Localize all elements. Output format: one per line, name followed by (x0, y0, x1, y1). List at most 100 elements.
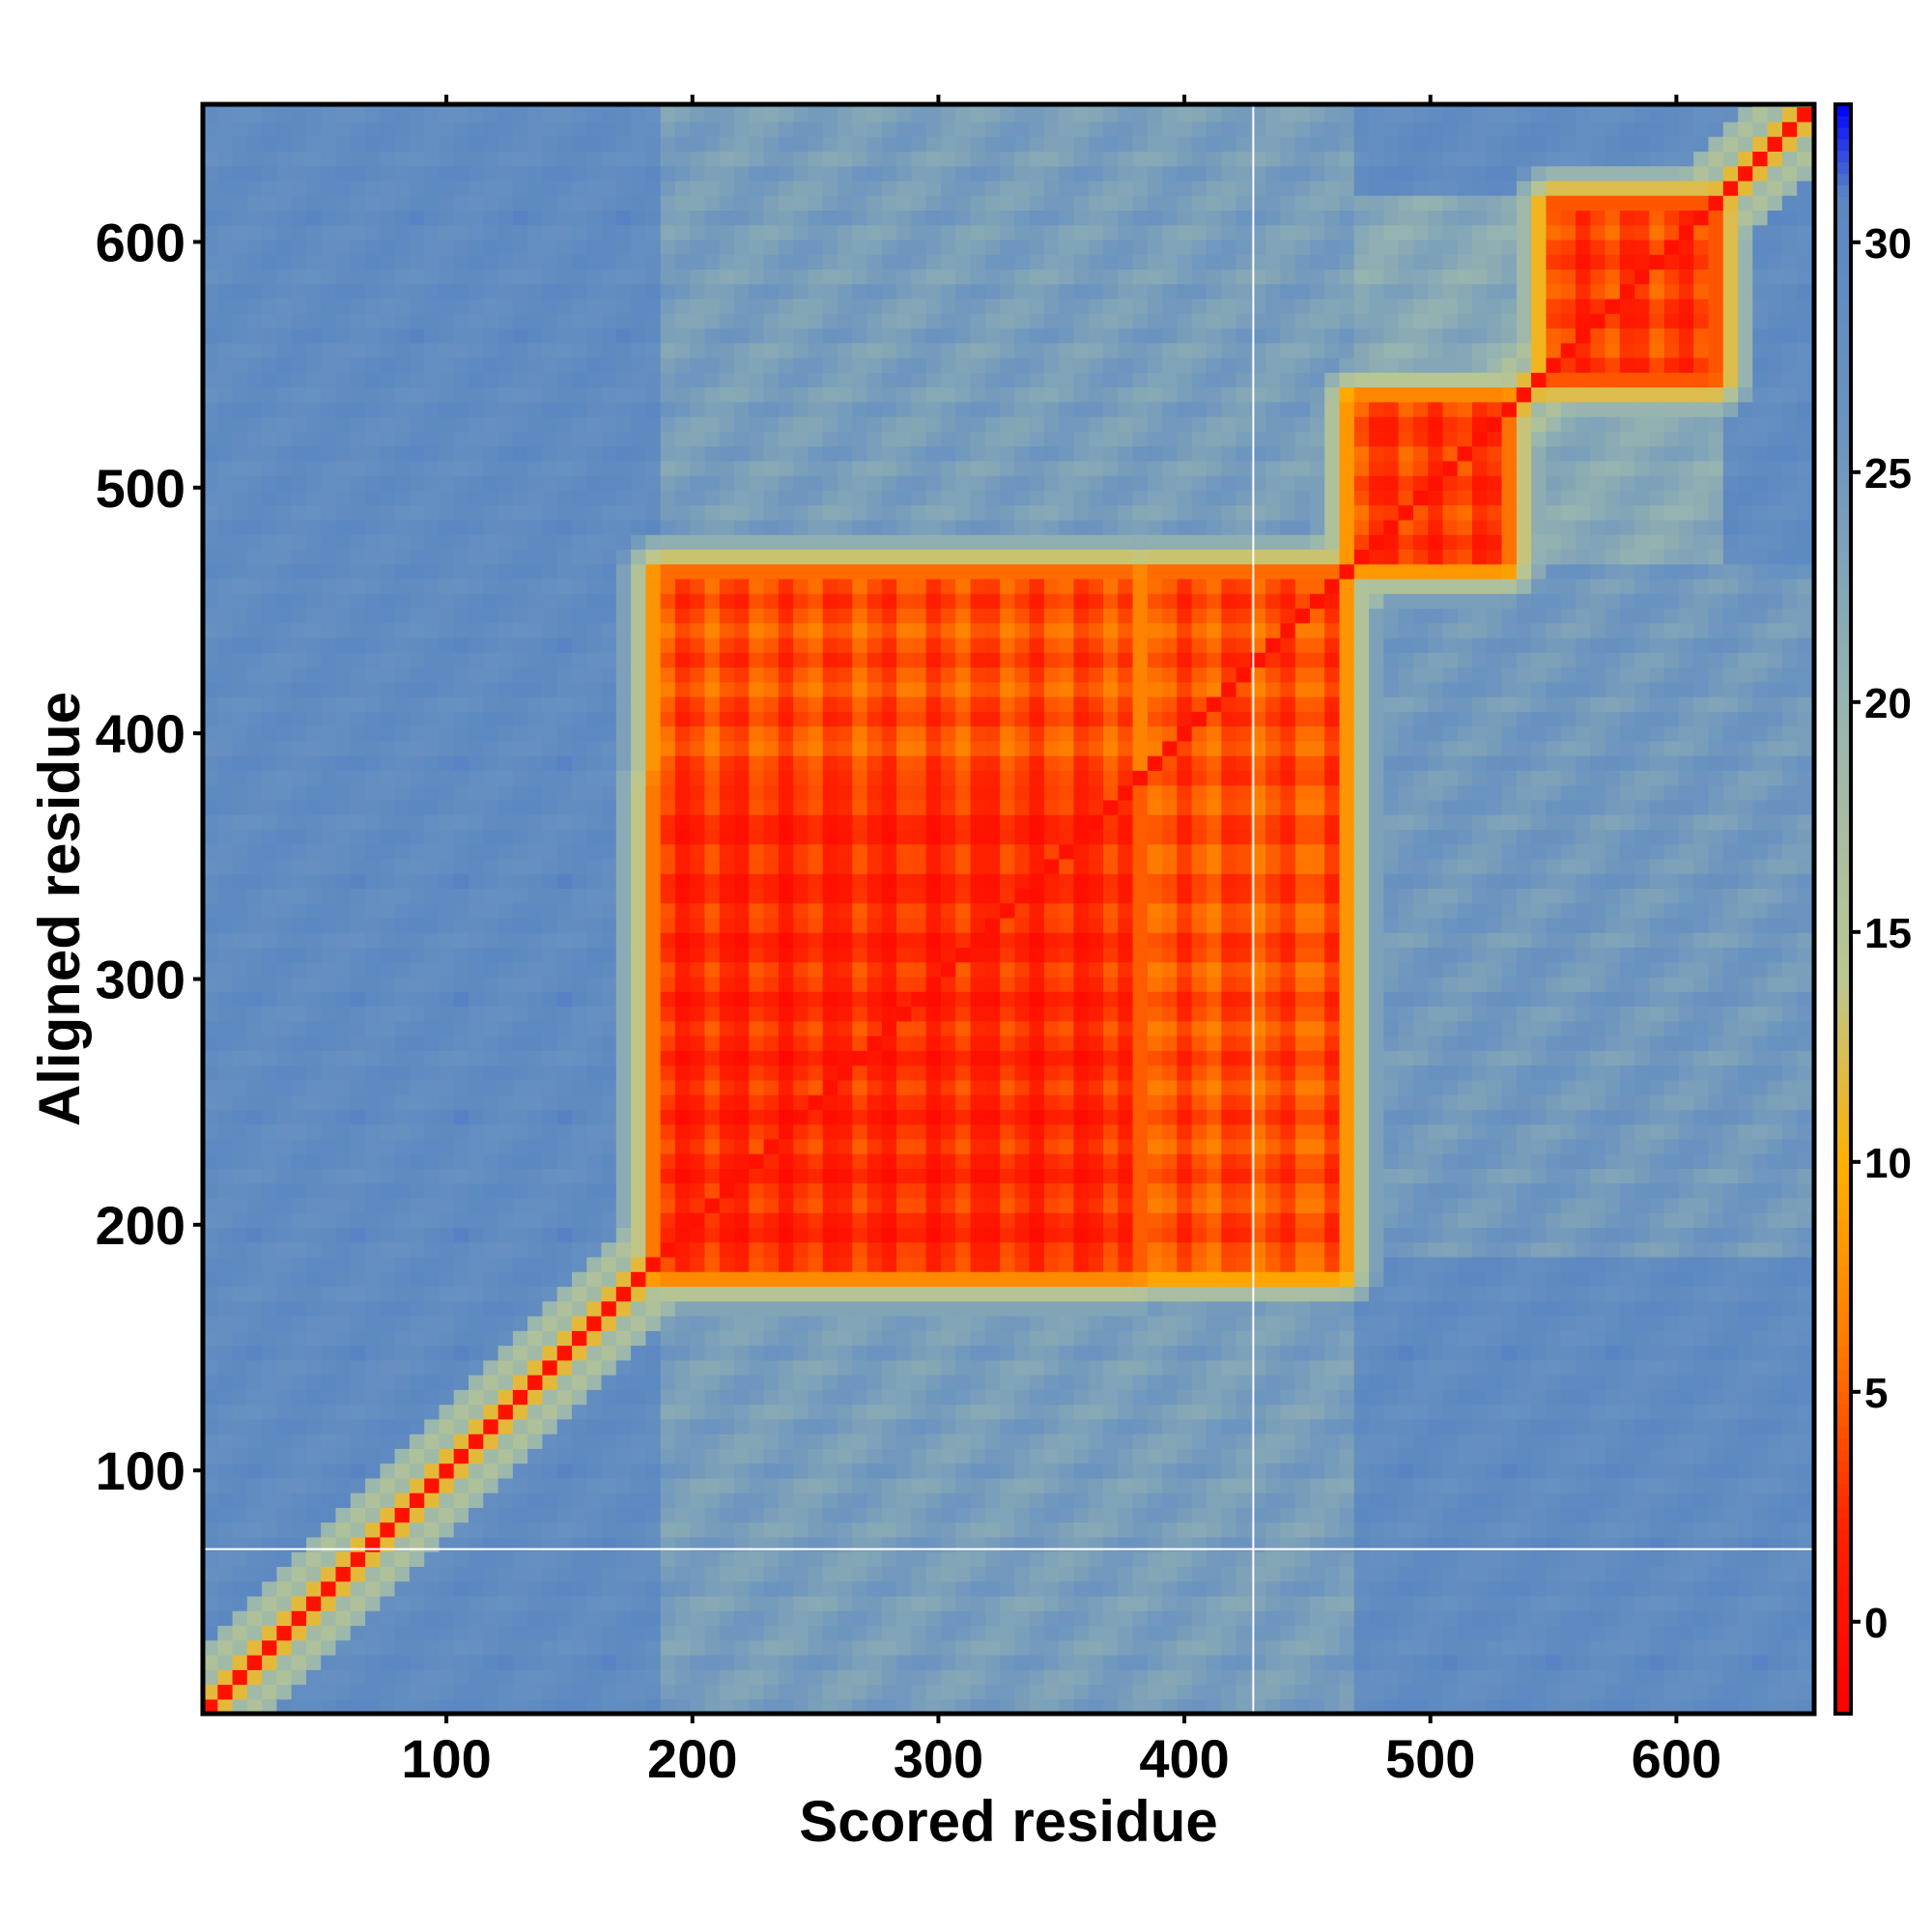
heatmap-cell (439, 1345, 455, 1361)
heatmap-cell (838, 1036, 853, 1051)
heatmap-cell (453, 1580, 469, 1597)
heatmap-cell (719, 1197, 735, 1213)
heatmap-cell (380, 372, 396, 388)
heatmap-cell (749, 829, 765, 845)
heatmap-cell (778, 858, 794, 874)
heatmap-cell (556, 136, 573, 152)
heatmap-cell (631, 961, 646, 978)
heatmap-cell (704, 1434, 721, 1449)
heatmap-cell (734, 327, 750, 344)
heatmap-cell (246, 1197, 263, 1213)
heatmap-cell (793, 1404, 810, 1420)
heatmap-cell (808, 1580, 824, 1597)
heatmap-cell (542, 725, 558, 742)
heatmap-cell (674, 1079, 691, 1095)
heatmap-cell (394, 1036, 411, 1051)
heatmap-cell (276, 563, 293, 580)
heatmap-cell (497, 858, 514, 874)
heatmap-cell (321, 1434, 337, 1449)
heatmap-cell (556, 622, 573, 639)
heatmap-cell (365, 902, 381, 919)
heatmap-cell (690, 165, 706, 182)
heatmap-cell (838, 180, 853, 196)
heatmap-cell (852, 652, 868, 668)
heatmap-cell (291, 932, 307, 949)
heatmap-cell (469, 1286, 484, 1302)
heatmap-cell (734, 725, 750, 742)
heatmap-cell (217, 1404, 234, 1420)
heatmap-cell (690, 136, 706, 152)
heatmap-cell (822, 1463, 838, 1479)
heatmap-cell (424, 681, 440, 697)
heatmap-cell (262, 1448, 277, 1464)
heatmap-cell (542, 1212, 558, 1228)
heatmap-cell (631, 1389, 646, 1406)
heatmap-cell (469, 1669, 484, 1686)
heatmap-cell (262, 578, 277, 594)
heatmap-cell (586, 1389, 603, 1406)
heatmap-cell (838, 549, 853, 565)
heatmap-cell (483, 652, 499, 668)
heatmap-cell (321, 136, 337, 152)
heatmap-cell (674, 1138, 691, 1154)
heatmap-cell (469, 1123, 484, 1140)
heatmap-cell (527, 1050, 543, 1066)
heatmap-cell (838, 210, 853, 226)
heatmap-cell (704, 1404, 721, 1420)
heatmap-cell (291, 947, 307, 963)
heatmap-cell (867, 1669, 883, 1686)
heatmap-cell (306, 1182, 322, 1199)
heatmap-cell (350, 637, 366, 653)
heatmap-cell (572, 740, 587, 756)
heatmap-cell (719, 932, 735, 949)
heatmap-cell (262, 1212, 277, 1228)
heatmap-cell (660, 593, 676, 610)
heatmap-cell (556, 195, 573, 211)
heatmap-cell (793, 1507, 810, 1523)
heatmap-cell (321, 445, 337, 462)
heatmap-cell (660, 1036, 676, 1051)
heatmap-cell (469, 1036, 484, 1051)
heatmap-cell (246, 784, 263, 801)
heatmap-cell (350, 917, 366, 933)
heatmap-cell (690, 1345, 706, 1361)
heatmap-cell (572, 1094, 587, 1110)
heatmap-cell (556, 372, 573, 388)
heatmap-cell (306, 1580, 322, 1597)
heatmap-cell (380, 1566, 396, 1582)
heatmap-cell (704, 1655, 721, 1670)
heatmap-cell (469, 1580, 484, 1597)
heatmap-cell (572, 1580, 587, 1597)
heatmap-cell (365, 1580, 381, 1597)
heatmap-cell (321, 372, 337, 388)
heatmap-cell (394, 519, 411, 535)
heatmap-cell (380, 1375, 396, 1390)
heatmap-cell (690, 1669, 706, 1686)
heatmap-cell (350, 372, 366, 388)
heatmap-cell (660, 1227, 676, 1243)
heatmap-cell (380, 829, 396, 845)
heatmap-cell (512, 549, 528, 565)
heatmap-cell (778, 725, 794, 742)
heatmap-cell (615, 1168, 632, 1184)
heatmap-cell (601, 504, 617, 521)
heatmap-cell (586, 681, 603, 697)
heatmap-cell (306, 1507, 322, 1523)
heatmap-cell (217, 843, 234, 860)
heatmap-cell (409, 961, 425, 978)
heatmap-cell (424, 858, 440, 874)
heatmap-cell (838, 667, 853, 683)
heatmap-cell (365, 976, 381, 992)
heatmap-cell (631, 1684, 646, 1700)
heatmap-cell (394, 814, 411, 830)
heatmap-cell (439, 210, 455, 226)
heatmap-cell (838, 1639, 853, 1656)
heatmap-cell (572, 667, 587, 683)
heatmap-cell (734, 593, 750, 610)
heatmap-cell (749, 1065, 765, 1081)
heatmap-cell (380, 1551, 396, 1567)
heatmap-cell (350, 431, 366, 447)
heatmap-cell (615, 239, 632, 255)
heatmap-cell (203, 1153, 218, 1169)
heatmap-cell (601, 976, 617, 992)
